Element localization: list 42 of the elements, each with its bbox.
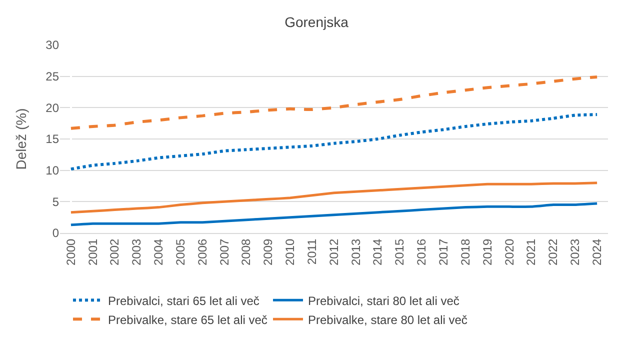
y-tick-label: 10 (46, 164, 60, 178)
x-tick-label: 2007 (217, 238, 232, 266)
x-tick-label: 2021 (524, 238, 538, 266)
x-tick-label: 2018 (458, 238, 472, 266)
x-tick-label: 2005 (173, 238, 188, 266)
x-tick-label: 2017 (436, 238, 450, 266)
x-tick-label: 2024 (590, 238, 604, 266)
legend-label: Prebivalke, stare 65 let ali več (108, 312, 268, 327)
x-tick-label: 2006 (195, 238, 210, 266)
x-tick-label: 2008 (239, 238, 254, 266)
y-axis-title: Delež (%) (13, 108, 30, 170)
x-tick-label: 2004 (152, 238, 166, 266)
y-tick-label: 5 (52, 194, 60, 209)
chart-title: Gorenjska (284, 14, 349, 30)
x-tick-label: 2011 (304, 238, 319, 265)
x-tick-label: 2001 (86, 238, 100, 266)
x-tick-label: 2016 (414, 238, 429, 266)
line-series (70, 202, 598, 226)
x-tick-label: 2020 (502, 238, 516, 266)
legend-label: Prebivalci, stari 80 let ali več (308, 294, 460, 308)
y-tick-label: 15 (46, 132, 60, 146)
x-tick-label: 2009 (261, 238, 276, 266)
x-tick-label: 2010 (283, 238, 298, 266)
line-series (69, 113, 599, 171)
legend-label: Prebivalke, stare 80 let ali več (308, 312, 468, 327)
y-tick-label: 25 (46, 70, 60, 84)
line-series (69, 75, 599, 130)
x-tick-label: 2012 (326, 238, 341, 266)
y-tick-label: 20 (46, 100, 60, 115)
line-series (70, 182, 598, 214)
x-tick-label: 2014 (370, 238, 385, 266)
x-tick-label: 2023 (568, 238, 582, 266)
y-tick-label: 30 (46, 38, 60, 52)
x-tick-label: 2002 (108, 238, 122, 266)
x-tick-label: 2019 (480, 238, 494, 266)
y-tick-label: 0 (52, 226, 60, 240)
legend-label: Prebivalci, stari 65 let ali več (108, 294, 260, 308)
x-tick-label: 2015 (392, 238, 407, 266)
x-tick-label: 2000 (64, 238, 78, 266)
x-tick-label: 2022 (546, 238, 560, 266)
x-tick-label: 2013 (348, 238, 363, 266)
x-tick-label: 2003 (130, 238, 144, 266)
